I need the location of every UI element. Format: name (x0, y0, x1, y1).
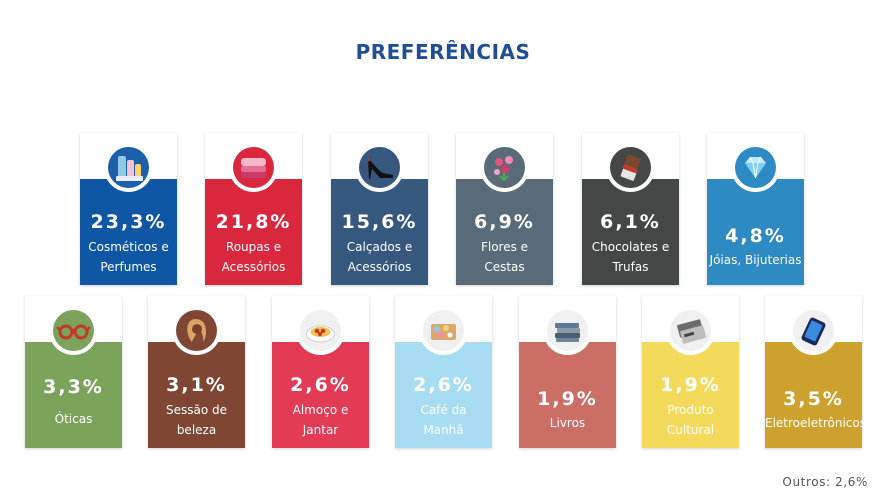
card-flores-e-cestas: 6,9% Flores e Cestas (456, 133, 553, 285)
category-label-line: Cestas (484, 260, 525, 274)
percentage-value: 23,3% (90, 211, 167, 233)
flowers-icon (482, 145, 527, 190)
percentage-value: 2,6% (413, 374, 474, 396)
percentage-value: 3,1% (166, 374, 227, 396)
breakfast-icon (421, 308, 466, 353)
percentage-value: 3,3% (43, 376, 104, 398)
category-label-line: Jantar (302, 423, 339, 437)
ticket-icon (668, 308, 713, 353)
category-label: Sessão de beleza (148, 400, 245, 440)
card-produto-cultural: 1,9% Produto Cultural (642, 296, 739, 448)
card-body (642, 342, 739, 448)
category-label-line: Cultural (666, 423, 715, 437)
category-label-line: Acessórios (347, 260, 412, 274)
card-calcados-e-acessorios: 15,6% Calçados e Acessórios (331, 133, 428, 285)
category-label: Flores e Cestas (456, 237, 553, 277)
category-label-line: Flores e (480, 240, 529, 254)
category-label-line: Cosméticos e (88, 240, 169, 254)
clothes-icon (231, 145, 276, 190)
card-body (519, 342, 616, 448)
card-body (80, 179, 177, 285)
category-label-line: Roupas e (225, 240, 282, 254)
category-label-line: Jóias, Bijuterias (709, 253, 802, 267)
category-label: Café da Manhã (395, 400, 492, 440)
percentage-value: 6,9% (474, 211, 535, 233)
card-body (148, 342, 245, 448)
category-label: Roupas e Acessórios (205, 237, 302, 277)
glasses-icon (51, 308, 96, 353)
card-almoco-e-jantar: 2,6% Almoço e Jantar (272, 296, 369, 448)
category-label: Óticas (25, 409, 122, 429)
card-body (582, 179, 679, 285)
percentage-value: 15,6% (341, 211, 418, 233)
category-label: Cosméticos e Perfumes (80, 237, 177, 277)
percentage-value: 2,6% (290, 374, 351, 396)
category-label-line: Acessórios (221, 260, 286, 274)
category-label-line: Óticas (54, 412, 93, 426)
card-body (395, 342, 492, 448)
category-label: Calçados e Acessórios (331, 237, 428, 277)
category-label-line: Livros (549, 416, 586, 430)
card-body (456, 179, 553, 285)
card-eletroeletronicos: 3,5% Eletroeletrônicos (765, 296, 866, 448)
card-roupas-e-acessorios: 21,8% Roupas e Acessórios (205, 133, 302, 285)
category-label: Eletroeletrônicos (765, 413, 866, 433)
chocolate-icon (608, 145, 653, 190)
card-livros: 1,9% Livros (519, 296, 616, 448)
percentage-value: 4,8% (725, 225, 786, 247)
category-label-line: Eletroeletrônicos (765, 416, 866, 430)
category-label: Jóias, Bijuterias (707, 250, 804, 270)
category-label-line: Café da (420, 403, 467, 417)
category-label-line: Produto (667, 403, 714, 417)
category-label-line: Almoço e (292, 403, 349, 417)
category-label-line: Chocolates e (591, 240, 670, 254)
card-cosmeticos-e-perfumes: 23,3% Cosméticos e Perfumes (80, 133, 177, 285)
category-label: Almoço e Jantar (272, 400, 369, 440)
card-body (272, 342, 369, 448)
category-label-line: Manhã (423, 423, 464, 437)
category-label-line: Calçados e (346, 240, 413, 254)
page-title: PREFERÊNCIAS (355, 40, 531, 64)
high-heel-icon (357, 145, 402, 190)
books-icon (545, 308, 590, 353)
category-label-line: Trufas (612, 260, 649, 274)
card-oticas: 3,3% Óticas (25, 296, 122, 448)
category-label-line: Sessão de (165, 403, 227, 417)
card-body (765, 342, 862, 448)
diamond-icon (733, 145, 778, 190)
category-label: Chocolates e Trufas (582, 237, 679, 277)
percentage-value: 1,9% (660, 374, 721, 396)
card-body (25, 342, 122, 448)
percentage-value: 1,9% (537, 388, 598, 410)
percentage-value: 21,8% (215, 211, 292, 233)
card-body (205, 179, 302, 285)
category-label: Livros (519, 413, 616, 433)
card-cafe-da-manha: 2,6% Café da Manhã (395, 296, 492, 448)
pasta-icon (298, 308, 343, 353)
category-label-line: beleza (176, 423, 217, 437)
others-note: Outros: 2,6% (782, 475, 868, 489)
percentage-value: 6,1% (600, 211, 661, 233)
card-body (331, 179, 428, 285)
card-sessao-de-beleza: 3,1% Sessão de beleza (148, 296, 245, 448)
category-label: Produto Cultural (642, 400, 739, 440)
card-body (707, 179, 804, 285)
percentage-value: 3,5% (783, 388, 844, 410)
cosmetics-icon (106, 145, 151, 190)
smartphone-icon (791, 308, 836, 353)
card-chocolates-e-trufas: 6,1% Chocolates e Trufas (582, 133, 679, 285)
card-joias-bijuterias: 4,8% Jóias, Bijuterias (707, 133, 804, 285)
category-label-line: Perfumes (100, 260, 157, 274)
beauty-icon (174, 308, 219, 353)
